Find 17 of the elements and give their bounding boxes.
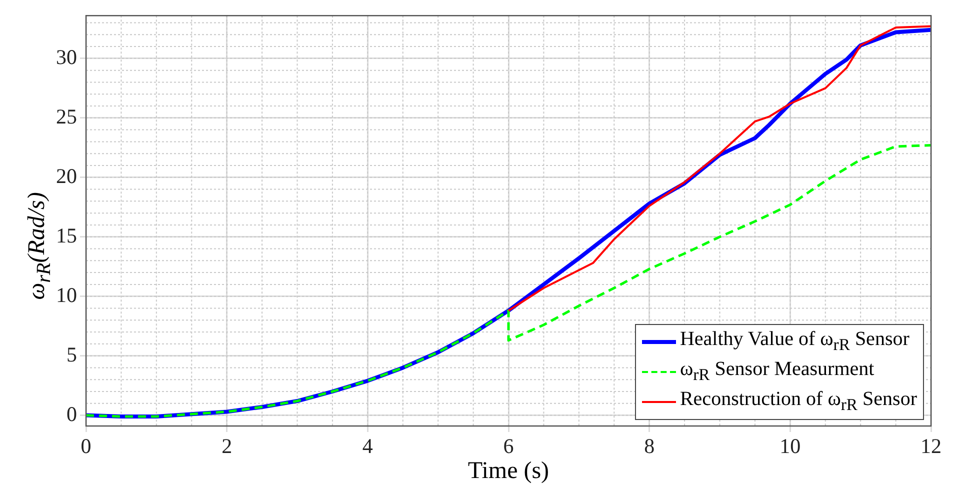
y-tick-label: 15 — [56, 223, 77, 248]
y-tick-label: 30 — [56, 44, 77, 69]
y-tick-label: 10 — [56, 282, 77, 307]
x-tick-label: 6 — [503, 434, 514, 458]
y-tick-label: 25 — [56, 104, 77, 128]
y-tick-label: 5 — [66, 342, 77, 366]
y-tick-label: 0 — [66, 402, 77, 426]
legend-label: Healthy Value of ω$_{rR}$ Sensor — [680, 327, 910, 356]
x-axis-title: Time (s) — [466, 458, 550, 485]
x-tick-label: 8 — [644, 434, 655, 458]
y-tick-label: 20 — [56, 164, 77, 188]
x-tick-label: 12 — [920, 434, 942, 458]
x-tick-label: 4 — [362, 434, 374, 458]
legend-label: ω$_{rR}$ Sensor Measurment — [680, 357, 874, 386]
x-tick-label: 2 — [222, 434, 232, 458]
legend-label: Reconstruction of ω$_{rR}$ Sensor — [680, 387, 917, 416]
x-tick-label: 10 — [780, 434, 801, 458]
